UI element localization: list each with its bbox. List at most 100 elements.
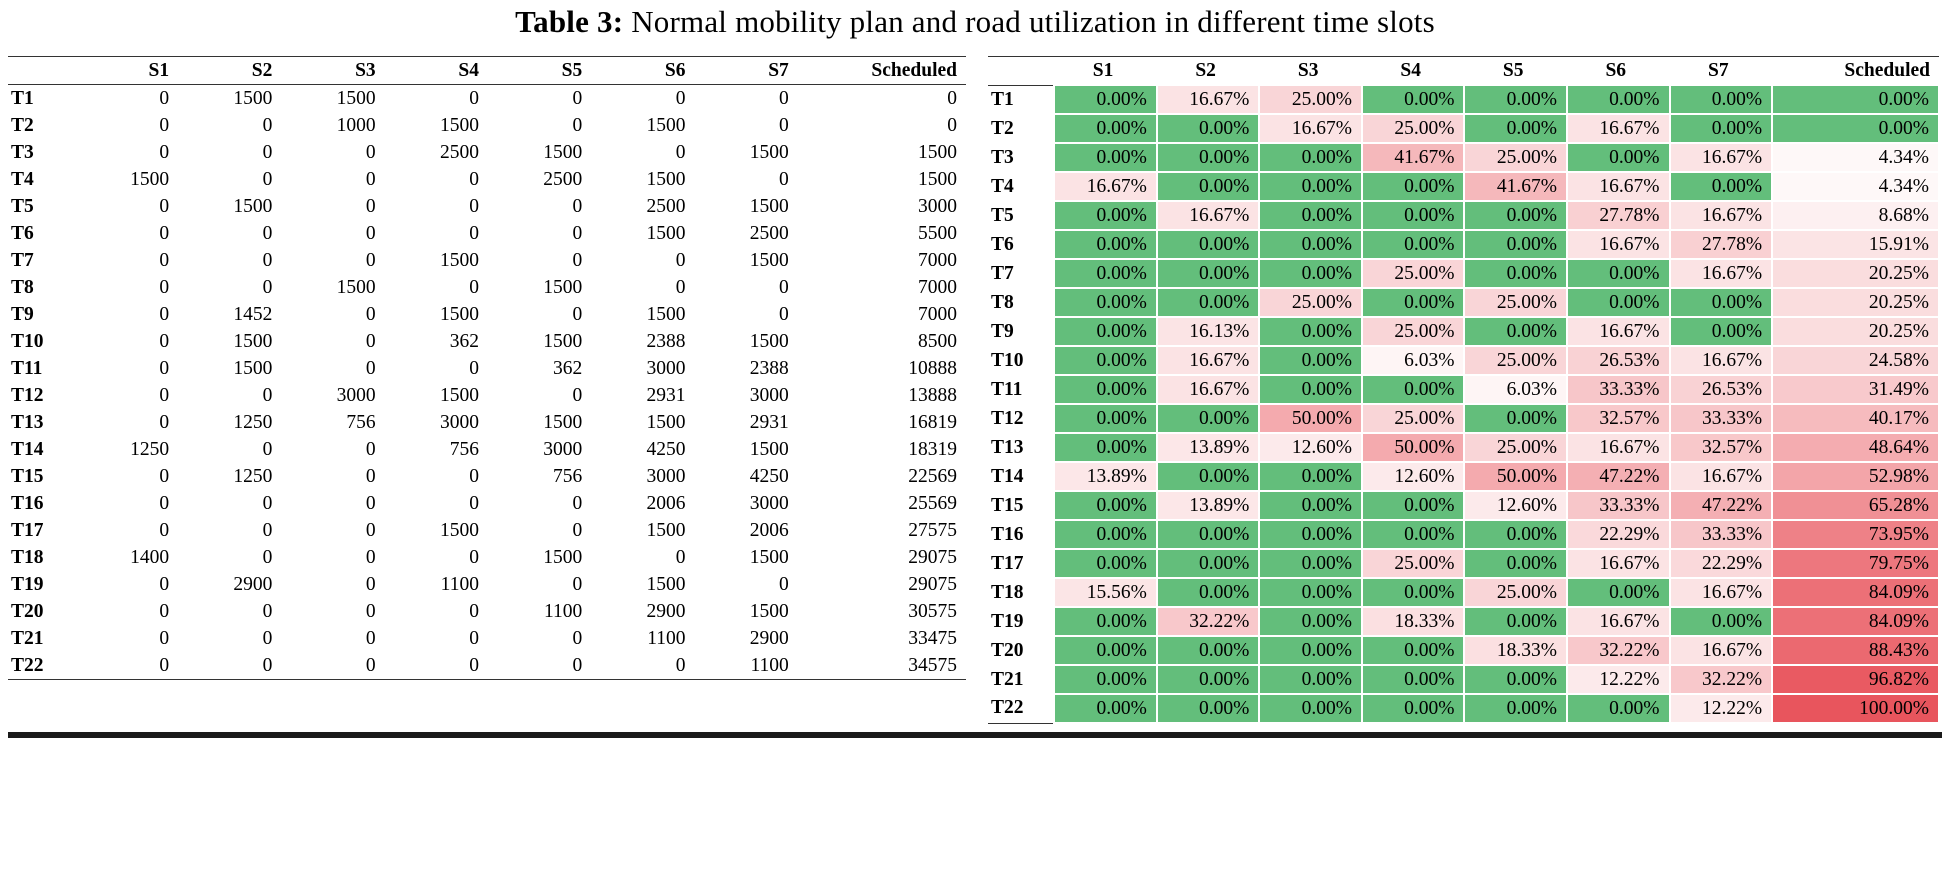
table-row-t13: T13 0 1250 756 3000 1500 1500 2931 16819: [8, 409, 966, 436]
utilization-cell: 12.60%: [1360, 461, 1466, 492]
utilization-cell: 0.00%: [1053, 519, 1158, 550]
corner-cell: [988, 56, 1055, 86]
mobility-cell: 0: [262, 222, 273, 244]
utilization-cell: 0.00%: [1566, 84, 1671, 115]
mobility-cell: 0: [675, 276, 686, 298]
utilization-cell: 16.67%: [1566, 113, 1671, 144]
mobility-cell: 0: [159, 249, 170, 271]
row-label: T8: [991, 291, 1014, 313]
row-label: T2: [991, 117, 1014, 139]
row-label: T20: [991, 639, 1024, 661]
utilization-cell: 0.00%: [1258, 461, 1363, 492]
mobility-cell: 1250: [233, 465, 273, 487]
utilization-cell: 0.00%: [1360, 200, 1466, 231]
row-label: T6: [991, 233, 1014, 255]
mobility-cell: 1400: [130, 546, 170, 568]
utilization-cell: 6.03%: [1463, 374, 1568, 405]
mobility-cell: 1500: [336, 87, 376, 109]
utilization-cell: 50.00%: [1463, 461, 1568, 492]
table-row-t9: T9 0 1452 0 1500 0 1500 0 7000: [8, 301, 966, 328]
mobility-cell: 0: [262, 492, 273, 514]
utilization-cell: 0.00%: [1566, 287, 1671, 318]
utilization-cell: 0.00%: [1463, 113, 1568, 144]
mobility-cell: 13888: [908, 384, 957, 406]
mobility-cell: 1250: [130, 438, 170, 460]
utilization-cell: 16.67%: [1566, 606, 1671, 637]
table-row-t6: T6 0 0 0 0 0 1500 2500 5500: [8, 220, 966, 247]
utilization-cell: 25.00%: [1360, 258, 1466, 289]
utilization-cell: 26.53%: [1668, 374, 1774, 405]
utilization-cell: 12.60%: [1258, 432, 1363, 463]
mobility-cell: 0: [947, 114, 957, 136]
mobility-cell: 0: [262, 168, 273, 190]
utilization-cell: 0.00%: [1566, 577, 1671, 608]
utilization-cell: 0.00%: [1053, 635, 1158, 666]
mobility-cell: 1100: [440, 573, 479, 595]
utilization-cell: 16.67%: [1668, 258, 1774, 289]
row-label: T12: [991, 407, 1024, 429]
row-label: T22: [11, 654, 44, 676]
utilization-cell: 0.00%: [1155, 664, 1261, 695]
row-label: T11: [11, 357, 43, 379]
mobility-cell: 0: [675, 249, 686, 271]
utilization-cell: 47.22%: [1668, 490, 1774, 521]
mobility-cell: 1500: [646, 114, 686, 136]
utilization-cell: 0.00%: [1360, 374, 1466, 405]
mobility-cell: 0: [469, 546, 479, 568]
mobility-cell: 0: [262, 114, 273, 136]
utilization-cell: 52.98%: [1771, 461, 1940, 492]
utilization-cell: 0.00%: [1155, 548, 1261, 579]
mobility-cell: 0: [365, 438, 376, 460]
row-label: T13: [11, 411, 44, 433]
mobility-cell: 0: [159, 411, 170, 433]
utilization-cell: 0.00%: [1360, 229, 1466, 260]
utilization-cell: 25.00%: [1360, 316, 1466, 347]
utilization-cell: 25.00%: [1258, 84, 1363, 115]
utilization-cell: 0.00%: [1668, 316, 1774, 347]
mobility-cell: 0: [262, 276, 273, 298]
utilization-cell: 0.00%: [1053, 258, 1158, 289]
column-header-s7: S7: [1669, 56, 1773, 86]
bottom-rule: [8, 732, 1942, 738]
utilization-cell: 50.00%: [1360, 432, 1466, 463]
mobility-cell: 27575: [908, 519, 957, 541]
row-label: T5: [991, 204, 1014, 226]
utilization-cell: 84.09%: [1771, 577, 1940, 608]
table-row-t12: T12 0 0 3000 1500 0 2931 3000 13888: [8, 382, 966, 409]
utilization-cell: 0.00%: [1155, 693, 1261, 724]
mobility-cell: 1500: [749, 195, 789, 217]
row-label: T21: [991, 668, 1024, 690]
utilization-cell: 47.22%: [1566, 461, 1671, 492]
mobility-cell: 1500: [646, 519, 686, 541]
mobility-cell: 0: [262, 141, 273, 163]
utilization-cell: 16.67%: [1155, 84, 1261, 115]
mobility-cell: 0: [365, 573, 376, 595]
row-label: T17: [11, 519, 44, 541]
row-label: T9: [991, 320, 1014, 342]
table-row-t22: T22 0.00% 0.00% 0.00% 0.00% 0.00% 0.00% 12.22% 1…: [988, 693, 1940, 724]
utilization-cell: 0.00%: [1258, 374, 1363, 405]
table-caption-label: Table 3:: [515, 4, 624, 39]
utilization-cell: 16.67%: [1566, 171, 1671, 202]
utilization-cell: 0.00%: [1053, 84, 1158, 115]
road-utilization-heatmap-table: S1 S2 S3 S4 S5 S6 S7 Scheduled T1 0.00% 16.67% 25.…: [988, 56, 1940, 724]
utilization-cell: 73.95%: [1771, 519, 1940, 550]
mobility-cell: 1500: [749, 438, 789, 460]
utilization-cell: 0.00%: [1360, 577, 1466, 608]
utilization-cell: 16.13%: [1155, 316, 1261, 347]
table-row-t16: T16 0 0 0 0 0 2006 3000 25569: [8, 490, 966, 517]
utilization-cell: 13.89%: [1155, 432, 1261, 463]
mobility-cell: 34575: [908, 654, 957, 676]
mobility-cell: 0: [469, 492, 479, 514]
mobility-cell: 0: [365, 168, 376, 190]
utilization-cell: 25.00%: [1463, 432, 1568, 463]
mobility-cell: 4250: [749, 465, 789, 487]
mobility-cell: 0: [469, 600, 479, 622]
row-label: T18: [991, 581, 1024, 603]
utilization-cell: 0.00%: [1155, 577, 1261, 608]
mobility-cell: 1500: [336, 276, 376, 298]
table-row-t1: T1 0.00% 16.67% 25.00% 0.00% 0.00% 0.00% 0.00% 0…: [988, 84, 1940, 115]
mobility-cell: 3000: [918, 195, 957, 217]
mobility-cell: 0: [469, 276, 479, 298]
mobility-cell: 1500: [233, 330, 273, 352]
